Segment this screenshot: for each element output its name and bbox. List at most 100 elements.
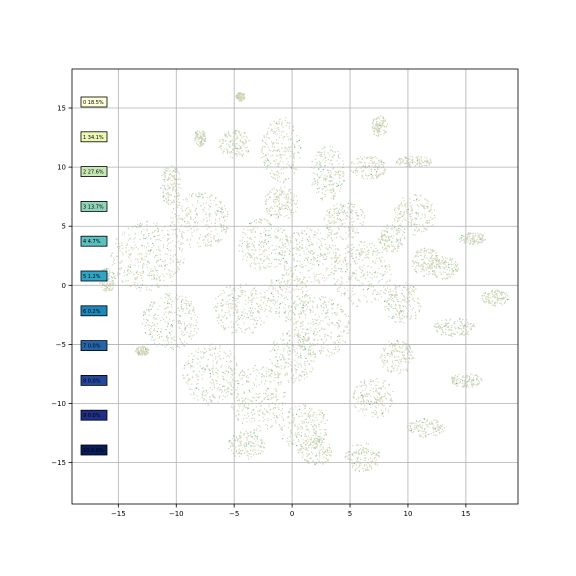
data-point bbox=[261, 241, 263, 243]
data-point bbox=[176, 234, 178, 236]
data-point bbox=[154, 265, 156, 268]
data-point bbox=[341, 335, 343, 337]
data-point bbox=[209, 354, 211, 356]
data-point bbox=[236, 155, 238, 157]
data-point bbox=[222, 385, 224, 387]
data-point bbox=[172, 188, 174, 190]
data-point bbox=[189, 327, 191, 329]
data-point bbox=[250, 436, 253, 438]
data-point bbox=[216, 233, 218, 235]
data-point bbox=[378, 160, 380, 162]
data-point bbox=[206, 245, 208, 247]
data-point bbox=[197, 358, 199, 360]
data-point bbox=[394, 288, 396, 290]
data-point bbox=[319, 151, 321, 153]
data-point bbox=[415, 426, 417, 428]
data-point bbox=[176, 344, 178, 346]
data-point bbox=[239, 147, 241, 149]
data-point bbox=[413, 223, 415, 225]
data-point bbox=[252, 442, 254, 444]
data-point bbox=[179, 230, 181, 232]
data-point bbox=[381, 265, 383, 267]
data-point bbox=[379, 392, 381, 394]
data-point bbox=[228, 295, 230, 297]
data-point bbox=[314, 428, 316, 430]
data-point bbox=[359, 395, 361, 397]
data-point bbox=[325, 338, 328, 341]
data-point bbox=[334, 174, 336, 176]
data-point bbox=[263, 164, 265, 166]
data-point bbox=[293, 257, 295, 259]
data-point bbox=[229, 299, 231, 301]
data-point bbox=[367, 401, 369, 403]
data-point bbox=[346, 265, 348, 267]
data-point bbox=[281, 428, 283, 431]
data-point bbox=[162, 340, 165, 342]
data-point bbox=[399, 285, 401, 287]
data-point bbox=[262, 451, 264, 453]
data-point bbox=[255, 222, 257, 224]
data-point bbox=[222, 142, 224, 144]
data-point bbox=[171, 280, 173, 282]
data-point bbox=[389, 291, 391, 293]
data-point bbox=[321, 312, 323, 314]
data-point bbox=[367, 175, 369, 177]
data-point bbox=[350, 263, 352, 265]
data-point bbox=[389, 269, 391, 271]
data-point bbox=[221, 206, 223, 209]
data-point bbox=[466, 326, 468, 328]
data-point bbox=[351, 170, 353, 172]
data-point bbox=[362, 397, 364, 399]
data-point bbox=[410, 293, 412, 295]
data-point bbox=[315, 455, 317, 457]
data-point bbox=[441, 424, 444, 426]
data-point bbox=[299, 326, 301, 328]
data-point bbox=[378, 393, 381, 396]
data-point bbox=[363, 241, 366, 243]
data-point bbox=[243, 132, 245, 134]
data-point bbox=[356, 452, 358, 454]
data-point bbox=[206, 217, 208, 219]
data-point bbox=[409, 215, 411, 217]
data-point bbox=[363, 264, 365, 266]
data-point bbox=[467, 324, 469, 326]
data-point bbox=[228, 302, 230, 304]
data-point bbox=[360, 392, 363, 394]
data-point bbox=[331, 272, 333, 274]
data-point bbox=[231, 369, 233, 372]
data-point bbox=[317, 176, 320, 178]
data-point bbox=[332, 146, 334, 148]
data-point bbox=[394, 321, 396, 323]
data-point bbox=[274, 235, 277, 237]
data-point bbox=[269, 222, 271, 224]
data-point bbox=[215, 356, 217, 358]
data-point bbox=[234, 153, 237, 155]
data-point bbox=[363, 401, 365, 403]
data-point bbox=[213, 348, 215, 350]
data-point bbox=[299, 416, 301, 418]
data-point bbox=[437, 426, 439, 428]
data-point bbox=[390, 273, 392, 275]
data-point bbox=[238, 245, 240, 247]
data-point bbox=[202, 208, 204, 210]
data-point bbox=[157, 235, 159, 237]
data-point bbox=[293, 266, 295, 268]
data-point bbox=[415, 428, 417, 430]
data-point bbox=[251, 400, 253, 402]
data-point bbox=[415, 422, 417, 424]
data-point bbox=[386, 280, 388, 282]
plot-area bbox=[72, 69, 518, 504]
data-point bbox=[257, 305, 260, 307]
data-point bbox=[364, 415, 366, 417]
data-point bbox=[406, 297, 409, 299]
data-point bbox=[340, 264, 343, 266]
data-point bbox=[463, 334, 465, 336]
data-point bbox=[282, 182, 284, 184]
data-point bbox=[263, 135, 265, 137]
data-point bbox=[165, 316, 167, 318]
data-point bbox=[374, 409, 376, 411]
data-point bbox=[252, 253, 255, 255]
data-point bbox=[163, 313, 165, 315]
data-point bbox=[376, 293, 378, 295]
data-point bbox=[230, 151, 232, 153]
